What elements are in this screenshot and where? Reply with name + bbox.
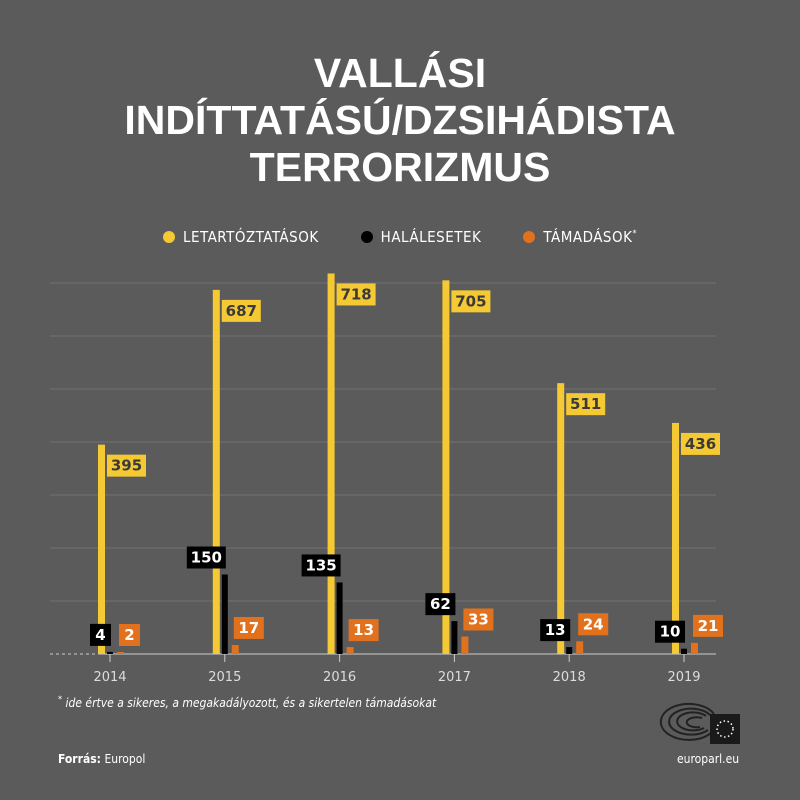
data-label: 687 [226,302,257,320]
data-label-box [119,624,140,646]
title-line: INDÍTTATÁSÚ/DZSIHÁDISTA [124,97,676,143]
data-label: 705 [455,292,486,310]
footnote: * ide értve a sikeres, a megakadályozott… [58,695,436,710]
legend: LETARTÓZTATÁSOK HALÁLESETEK TÁMADÁSOK* [0,228,800,246]
bar-1 [336,582,343,654]
legend-label: LETARTÓZTATÁSOK [182,228,319,246]
data-label: 24 [583,615,604,633]
data-label: 17 [238,619,259,637]
title-line: TERRORIZMUS [249,144,551,190]
bar-0 [442,280,450,654]
bar-2 [691,642,698,654]
bar-2 [117,652,124,654]
data-label: 150 [191,549,222,567]
data-label: 13 [545,621,566,639]
footnote-mark: * [58,695,63,705]
bar-1 [451,621,458,654]
bar-0 [327,273,335,654]
legend-item-arrests: LETARTÓZTATÁSOK [162,228,319,246]
data-label: 718 [340,285,371,303]
data-label-box [221,299,261,322]
bar-2 [231,644,239,654]
data-label: 62 [430,595,451,613]
data-label-box [463,608,494,631]
site-url: europarl.eu [677,752,740,766]
data-label-box [301,554,341,577]
bar-0 [98,444,105,654]
data-label-box [425,593,456,616]
source-value: Europol [104,752,146,766]
legend-item-deaths: HALÁLESETEK [360,228,482,246]
bar-1 [681,648,687,654]
data-label: 511 [570,395,601,413]
data-label-box [233,616,264,639]
data-label: 13 [353,621,374,639]
bar-2 [461,636,469,654]
data-label-box [107,454,146,477]
bar-1 [566,647,573,654]
data-label: 2 [124,626,134,644]
legend-dot-icon [162,231,175,243]
bar-1 [107,651,113,654]
european-parliament-logo-icon [659,702,740,744]
data-label-box [336,283,376,306]
bar-2 [576,641,584,654]
legend-dot-icon [523,231,536,243]
x-tick-label: 2019 [667,670,700,685]
legend-asterisk: * [632,229,638,239]
data-label: 436 [685,435,716,453]
x-tick-label: 2017 [438,670,471,685]
data-label-box [186,546,226,569]
source: Forrás: Europol [58,752,145,766]
footnote-text: ide értve a sikeres, a megakadályozott, … [65,696,437,710]
chart-title: VALLÁSI INDÍTTATÁSÚ/DZSIHÁDISTA TERRORIZ… [0,50,800,191]
legend-item-attacks: TÁMADÁSOK* [523,228,637,246]
data-label: 4 [95,626,105,644]
data-label-box [655,620,685,643]
data-label: 395 [111,457,142,475]
data-label-box [566,393,606,416]
x-tick-label: 2014 [93,670,126,685]
data-label-box [578,613,609,636]
legend-dot-icon [360,231,373,243]
data-label: 135 [305,556,336,574]
bar-0 [672,422,679,654]
x-tick-label: 2016 [323,670,356,685]
bar-0 [557,383,565,654]
data-label-box [348,619,379,642]
source-label: Forrás: [58,752,101,766]
data-label-box [681,432,720,455]
x-tick-label: 2015 [208,670,241,685]
data-label-box [693,614,723,637]
data-label: 10 [660,623,681,641]
data-label-box [90,623,111,646]
data-label-box [540,619,571,642]
x-tick-label: 2018 [553,670,586,685]
data-label-box [451,290,491,313]
data-label: 33 [468,611,489,629]
bar-2 [346,647,354,654]
title-line: VALLÁSI [313,50,487,96]
bar-0 [212,289,220,654]
legend-label: HALÁLESETEK [380,228,482,246]
legend-label: TÁMADÁSOK [543,228,633,246]
bar-1 [221,574,228,654]
data-label: 21 [698,617,719,635]
